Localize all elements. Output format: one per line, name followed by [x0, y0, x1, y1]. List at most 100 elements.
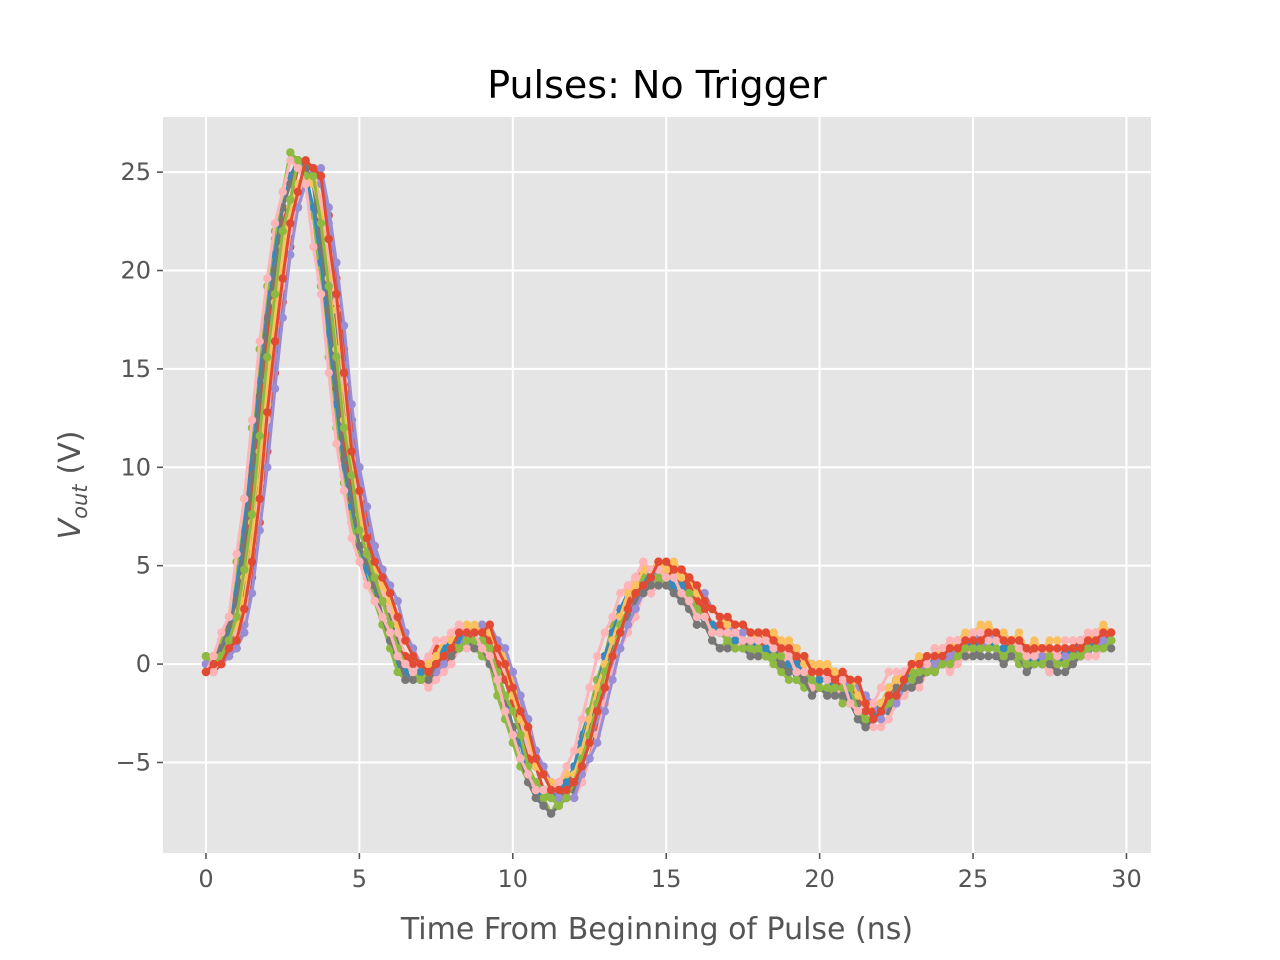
- data-point: [945, 667, 955, 677]
- data-point: [715, 644, 725, 653]
- data-point: [685, 573, 694, 582]
- data-point: [968, 644, 978, 653]
- data-point: [431, 652, 441, 661]
- data-point: [968, 628, 978, 637]
- data-point: [1037, 659, 1047, 669]
- data-point: [846, 699, 855, 708]
- data-point: [263, 408, 272, 417]
- data-point: [930, 659, 939, 669]
- data-point: [309, 242, 318, 252]
- data-point: [1099, 644, 1108, 653]
- data-point: [1083, 636, 1093, 645]
- x-tick-label: 5: [352, 865, 367, 893]
- chart-title: Pulses: No Trigger: [487, 63, 827, 107]
- data-point: [800, 667, 809, 677]
- data-point: [991, 644, 1001, 653]
- data-point: [339, 455, 349, 464]
- data-point: [708, 604, 717, 614]
- data-point: [1045, 644, 1054, 653]
- data-point: [554, 793, 563, 803]
- data-point: [447, 659, 456, 669]
- data-point: [1014, 628, 1024, 637]
- data-point: [915, 675, 924, 684]
- data-point: [1099, 620, 1108, 629]
- data-point: [408, 667, 418, 677]
- data-point: [731, 644, 740, 653]
- data-point: [439, 667, 448, 677]
- data-point: [715, 620, 725, 629]
- data-point: [876, 707, 886, 716]
- data-point: [830, 675, 840, 684]
- data-point: [554, 778, 563, 787]
- data-point: [332, 289, 341, 299]
- data-point: [623, 581, 633, 590]
- data-point: [1060, 667, 1070, 677]
- data-point: [861, 722, 870, 732]
- data-point: [485, 644, 494, 653]
- data-point: [431, 636, 441, 645]
- data-point: [1091, 628, 1101, 637]
- data-point: [539, 785, 548, 795]
- data-point: [585, 683, 594, 692]
- data-point: [240, 604, 249, 614]
- data-point: [708, 628, 717, 637]
- data-point: [899, 675, 909, 684]
- data-point: [984, 620, 993, 629]
- data-point: [646, 589, 656, 598]
- data-point: [999, 652, 1008, 661]
- data-point: [1083, 652, 1093, 661]
- data-point: [815, 659, 824, 669]
- data-point: [792, 675, 801, 684]
- data-point: [907, 675, 916, 684]
- data-point: [922, 667, 932, 677]
- data-point: [838, 675, 847, 684]
- data-point: [393, 667, 402, 677]
- data-point: [784, 636, 794, 645]
- data-point: [846, 683, 855, 692]
- data-point: [669, 573, 679, 582]
- data-point: [516, 730, 525, 740]
- data-point: [393, 596, 402, 606]
- data-point: [884, 715, 893, 724]
- data-point: [531, 793, 540, 803]
- data-point: [247, 589, 257, 598]
- data-point: [278, 274, 287, 283]
- data-point: [424, 659, 433, 669]
- data-point: [508, 667, 517, 677]
- data-point: [516, 707, 525, 716]
- data-point: [677, 589, 686, 598]
- data-point: [255, 431, 264, 440]
- data-point: [984, 652, 993, 661]
- data-point: [723, 612, 732, 622]
- data-point: [953, 652, 962, 661]
- data-point: [838, 699, 847, 708]
- data-point: [639, 589, 648, 598]
- data-point: [999, 628, 1008, 637]
- data-point: [830, 683, 840, 692]
- data-point: [1076, 644, 1085, 653]
- data-point: [938, 652, 947, 661]
- x-tick-label: 25: [958, 865, 989, 893]
- data-point: [639, 557, 648, 566]
- data-point: [385, 589, 395, 598]
- data-point: [915, 652, 924, 661]
- data-point: [454, 628, 464, 637]
- data-point: [577, 762, 586, 771]
- data-point: [278, 313, 287, 322]
- data-point: [723, 644, 732, 653]
- data-point: [431, 675, 441, 684]
- data-point: [807, 675, 817, 684]
- data-point: [838, 691, 847, 700]
- y-tick-label: 5: [136, 552, 151, 580]
- data-point: [523, 770, 533, 779]
- data-point: [531, 785, 540, 795]
- data-point: [945, 659, 955, 669]
- data-point: [286, 195, 295, 204]
- data-point: [462, 644, 471, 653]
- data-point: [562, 793, 571, 803]
- data-point: [769, 636, 778, 645]
- data-point: [961, 644, 970, 653]
- data-point: [746, 644, 755, 653]
- data-point: [608, 612, 617, 622]
- data-point: [807, 691, 817, 700]
